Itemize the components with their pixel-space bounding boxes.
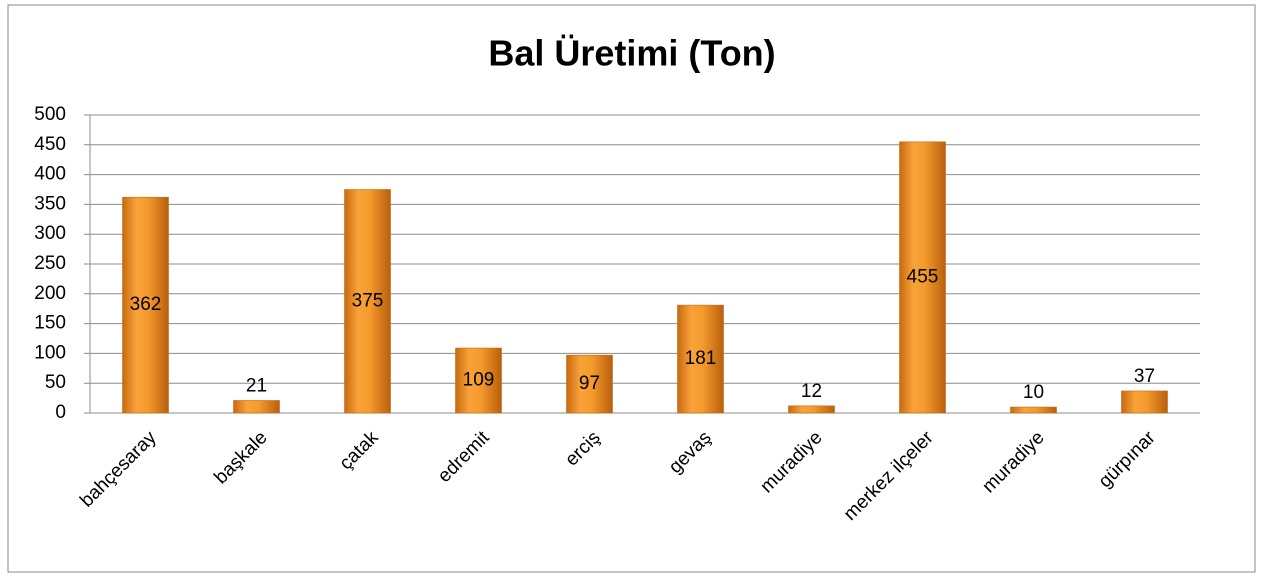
data-label: 109 bbox=[463, 370, 495, 391]
data-label: 181 bbox=[685, 348, 717, 369]
data-label: 21 bbox=[246, 375, 267, 396]
y-tick-label: 0 bbox=[55, 402, 66, 423]
y-tick-label: 150 bbox=[34, 313, 66, 334]
y-tick-label: 100 bbox=[34, 342, 66, 363]
y-tick-label: 500 bbox=[34, 104, 66, 125]
bar bbox=[233, 400, 280, 414]
bar bbox=[899, 141, 946, 414]
data-label: 97 bbox=[579, 373, 600, 394]
data-label: 10 bbox=[1023, 382, 1044, 403]
bar bbox=[788, 405, 835, 414]
chart-title: Bal Üretimi (Ton) bbox=[488, 33, 775, 74]
bar bbox=[122, 196, 169, 414]
bar bbox=[455, 347, 502, 414]
data-label: 375 bbox=[352, 290, 384, 311]
y-tick-label: 400 bbox=[34, 164, 66, 185]
bar bbox=[344, 189, 391, 414]
bar bbox=[677, 304, 724, 414]
chart-border bbox=[7, 4, 1256, 573]
y-tick-label: 250 bbox=[34, 253, 66, 274]
y-tick-label: 300 bbox=[34, 223, 66, 244]
y-tick-label: 200 bbox=[34, 283, 66, 304]
data-label: 37 bbox=[1134, 366, 1155, 387]
y-tick-label: 450 bbox=[34, 134, 66, 155]
bar bbox=[566, 354, 613, 414]
y-tick-label: 50 bbox=[45, 372, 66, 393]
y-tick-label: 350 bbox=[34, 193, 66, 214]
data-label: 455 bbox=[907, 266, 939, 287]
bar bbox=[1010, 406, 1057, 414]
data-label: 12 bbox=[801, 381, 822, 402]
data-label: 362 bbox=[130, 294, 162, 315]
bar bbox=[1121, 390, 1168, 414]
